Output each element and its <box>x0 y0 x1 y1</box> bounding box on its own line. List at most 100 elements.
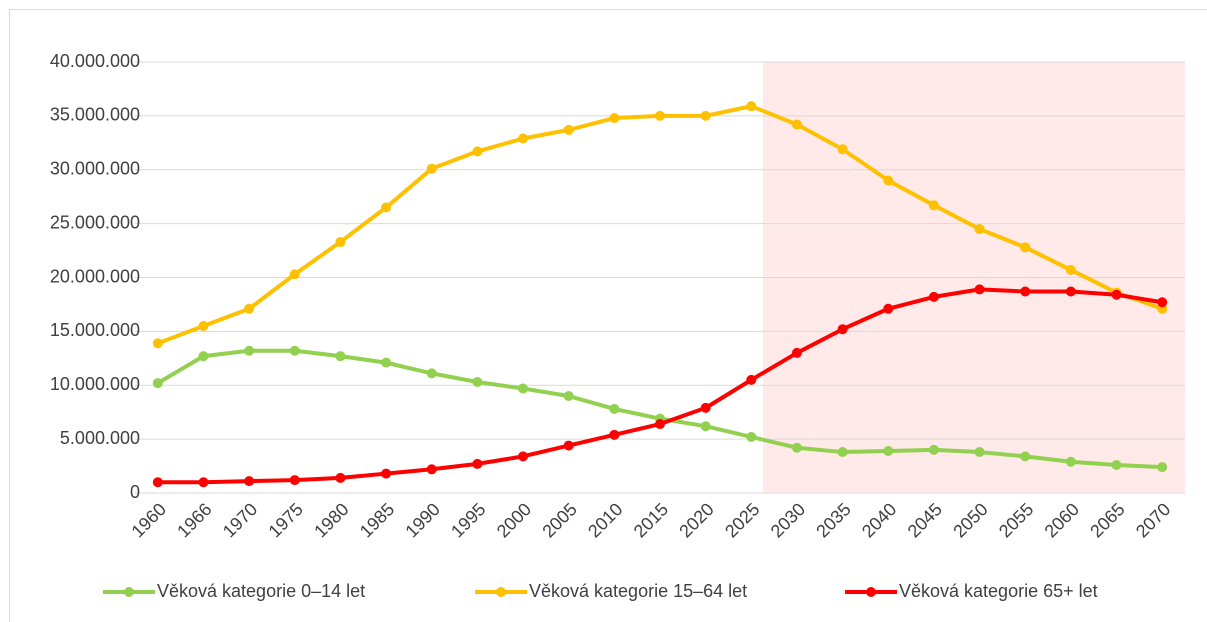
series-marker <box>518 383 529 394</box>
series-marker <box>746 431 757 442</box>
y-tick-label: 40.000.000 <box>50 51 140 71</box>
legend-label: Věková kategorie 65+ let <box>899 581 1098 601</box>
series-marker <box>791 347 802 358</box>
series-marker <box>746 374 757 385</box>
x-tick-label: 1995 <box>447 499 489 541</box>
series-marker <box>1157 297 1168 308</box>
series-marker <box>700 421 711 432</box>
series-marker <box>518 133 529 144</box>
x-tick-label: 2025 <box>721 499 763 541</box>
series-marker <box>381 357 392 368</box>
series-marker <box>198 477 209 488</box>
series-marker <box>883 445 894 456</box>
x-tick-label: 2040 <box>858 499 900 541</box>
series-marker <box>974 224 985 235</box>
series-marker <box>472 458 483 469</box>
series-marker <box>426 464 437 475</box>
series-marker <box>883 303 894 314</box>
x-tick-label: 2015 <box>630 499 672 541</box>
series-marker <box>289 345 300 356</box>
series-marker <box>198 351 209 362</box>
x-tick-label: 2050 <box>949 499 991 541</box>
x-tick-label: 1960 <box>128 499 170 541</box>
series-marker <box>244 476 255 487</box>
series-marker <box>791 442 802 453</box>
series-marker <box>791 119 802 130</box>
series-marker <box>928 444 939 455</box>
series-marker <box>1065 286 1076 297</box>
y-tick-label: 10.000.000 <box>50 374 140 394</box>
series-marker <box>152 378 163 389</box>
series-marker <box>1020 242 1031 253</box>
series-marker <box>928 200 939 211</box>
chart-frame <box>9 9 1207 622</box>
series-marker <box>883 175 894 186</box>
y-tick-label: 5.000.000 <box>60 428 140 448</box>
series-marker <box>974 284 985 295</box>
x-tick-label: 2035 <box>812 499 854 541</box>
series-marker <box>609 429 620 440</box>
series-marker <box>655 419 665 430</box>
series-marker <box>837 324 848 335</box>
legend-marker <box>496 587 506 597</box>
series-marker <box>381 202 392 213</box>
x-tick-label: 2005 <box>538 499 580 541</box>
series-marker <box>244 303 255 314</box>
series-marker <box>289 269 300 280</box>
series-marker <box>472 146 483 157</box>
legend-label: Věková kategorie 0–14 let <box>157 581 365 601</box>
x-tick-label: 2045 <box>904 499 946 541</box>
series-marker <box>152 338 163 349</box>
x-tick-label: 1970 <box>219 499 261 541</box>
x-tick-label: 2060 <box>1041 499 1083 541</box>
series-marker <box>837 144 848 155</box>
series-marker <box>609 113 620 124</box>
series-marker <box>152 477 163 488</box>
y-tick-label: 30.000.000 <box>50 159 140 179</box>
x-tick-label: 1980 <box>310 499 352 541</box>
series-marker <box>1065 456 1076 467</box>
series-marker <box>563 440 574 451</box>
series-marker <box>335 351 346 362</box>
series-marker <box>381 468 392 479</box>
series-marker <box>518 451 529 462</box>
series-marker <box>700 402 711 413</box>
series-marker <box>244 345 255 356</box>
series-marker <box>1111 459 1122 470</box>
y-tick-label: 0 <box>130 482 140 502</box>
series-marker <box>837 447 848 458</box>
legend-label: Věková kategorie 15–64 let <box>529 581 747 601</box>
series-marker <box>609 403 620 414</box>
series-marker <box>1020 286 1031 297</box>
x-tick-label: 2055 <box>995 499 1037 541</box>
series-marker <box>563 124 574 135</box>
series-marker <box>655 110 665 121</box>
x-tick-label: 2030 <box>767 499 809 541</box>
series-marker <box>563 391 574 402</box>
legend-marker <box>124 587 134 597</box>
series-marker <box>426 368 437 379</box>
series-marker <box>974 447 985 458</box>
series-marker <box>472 377 483 388</box>
y-tick-label: 25.000.000 <box>50 212 140 232</box>
series-marker <box>1111 289 1122 300</box>
series-marker <box>1065 264 1076 275</box>
series-marker <box>1157 462 1168 473</box>
x-tick-label: 2000 <box>493 499 535 541</box>
series-marker <box>198 320 209 331</box>
series-marker <box>426 163 437 174</box>
x-tick-label: 1985 <box>356 499 398 541</box>
x-tick-label: 1966 <box>173 499 215 541</box>
y-tick-label: 20.000.000 <box>50 266 140 286</box>
series-marker <box>335 236 346 247</box>
series-marker <box>335 472 346 483</box>
y-tick-label: 35.000.000 <box>50 105 140 125</box>
series-marker <box>700 110 711 121</box>
x-tick-label: 2065 <box>1086 499 1128 541</box>
series-marker <box>289 475 300 486</box>
x-tick-label: 2020 <box>675 499 717 541</box>
x-tick-label: 1975 <box>265 499 307 541</box>
series-marker <box>1020 451 1031 462</box>
x-tick-label: 1990 <box>401 499 443 541</box>
